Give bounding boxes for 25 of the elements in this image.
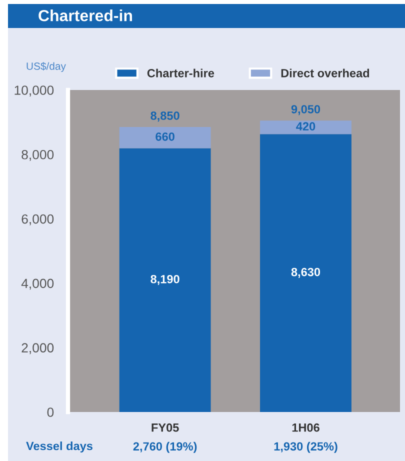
y-tick-label: 0 (47, 408, 54, 417)
data-label: 660 (156, 132, 174, 141)
legend-label: Charter-hire (147, 68, 214, 78)
y-tick-label: 6,000 (22, 214, 54, 226)
text: 2,760 (19%) (133, 442, 197, 453)
legend-label: Direct overhead (281, 68, 370, 78)
y-tick-label: 4,000 (21, 278, 54, 290)
bar (260, 134, 352, 412)
data-label: 8,190 (150, 274, 180, 286)
y-tick-label: 10,000 (14, 86, 54, 96)
bar (119, 148, 211, 412)
total-label: 8,850 (150, 112, 180, 122)
data-label: 8,630 (291, 268, 320, 278)
y-axis-title: US$/day (26, 62, 66, 72)
text: 1,930 (25%) (274, 442, 338, 453)
total-label: 9,050 (291, 105, 320, 116)
x-tick-label: 1H06 (292, 423, 320, 432)
text: Vessel days (26, 441, 92, 453)
chart-title: Chartered-in (38, 10, 132, 22)
bar (119, 127, 211, 148)
bar (260, 120, 352, 134)
y-tick-label: 8,000 (22, 150, 54, 161)
data-label: 420 (296, 122, 316, 131)
y-tick-label: 2,000 (22, 343, 54, 354)
x-tick-label: FY05 (152, 423, 179, 432)
